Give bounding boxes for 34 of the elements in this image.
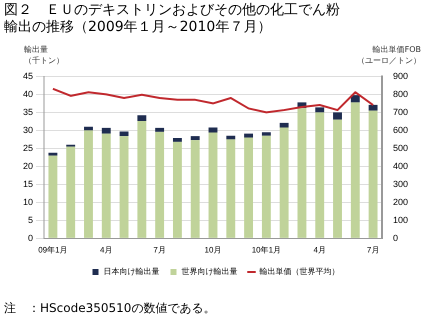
- text: 注 ：HScode350510の数値である。: [4, 300, 216, 316]
- y2-tick-label: 200: [392, 196, 408, 207]
- y-tick-label: 25: [22, 142, 34, 153]
- legend-label: 日本向け輸出量: [104, 267, 160, 276]
- y2-tick-label: 900: [392, 70, 408, 81]
- y-tick-label: 45: [22, 70, 34, 81]
- x-tick-label: 7月: [153, 245, 166, 254]
- y-tick-label: 20: [22, 160, 34, 171]
- y2-tick-label: 800: [392, 88, 408, 99]
- y-tick-label: 0: [28, 232, 34, 243]
- y2-tick-label: 400: [392, 160, 408, 171]
- x-tick-label: 7月: [366, 245, 380, 254]
- legend-label: 輸出単価（世界平均）: [260, 267, 340, 276]
- y-tick-label: 40: [22, 88, 34, 99]
- chart-title: 図２ ＥＵのデキストリンおよびその他の化工でん粉輸出の推移（2009年１月～2010年７月）: [4, 2, 341, 36]
- y-tick-label: 35: [22, 106, 34, 117]
- x-tick-label: 10年1月: [252, 245, 282, 254]
- y2-tick-label: 700: [392, 106, 408, 117]
- y-axis-title: 輸出量（千トン）: [24, 44, 65, 66]
- y-tick-label: 10: [22, 196, 34, 207]
- x-tick-label: 09年1月: [38, 245, 68, 254]
- y-tick-label: 5: [28, 214, 34, 225]
- y2-tick-label: 100: [392, 214, 408, 225]
- y2-axis-title: 輸出単価FOB（ユーロ／トン）: [356, 44, 421, 66]
- y2-tick-label: 500: [392, 142, 408, 153]
- legend-label: 世界向け輸出量: [182, 267, 238, 276]
- y2-tick-label: 0: [392, 232, 398, 243]
- x-tick-label: 4月: [314, 245, 326, 254]
- y2-tick-label: 600: [392, 124, 408, 135]
- y2-tick-label: 300: [392, 178, 408, 189]
- x-tick-label: 10月: [204, 245, 222, 254]
- y-tick-label: 30: [22, 124, 34, 135]
- y-tick-label: 15: [22, 178, 34, 189]
- x-tick-label: 4月: [100, 245, 112, 254]
